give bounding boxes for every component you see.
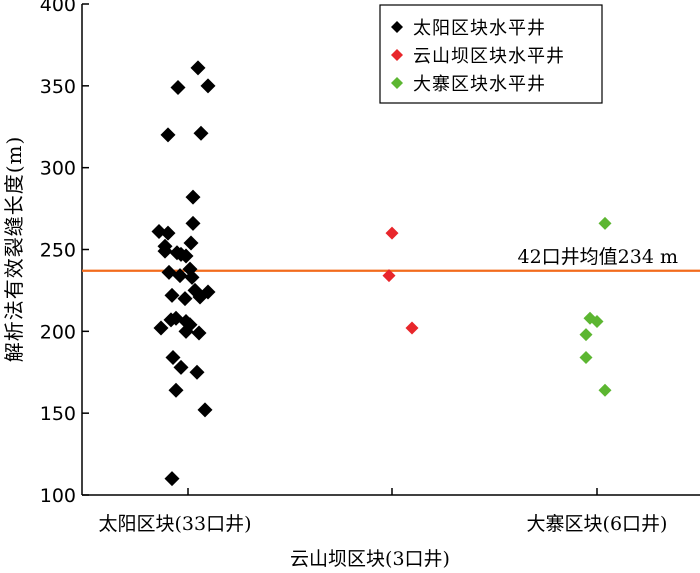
legend-box [379,4,603,104]
legend-label: 太阳区块水平井 [413,18,546,39]
data-point [172,268,188,284]
data-point [191,325,207,341]
data-point [178,323,194,339]
data-point [164,287,180,303]
data-point [185,189,201,205]
data-point [164,471,180,487]
x-category-label: 大寨区块(6口井) [527,513,668,535]
data-point [160,127,176,143]
y-axis-title: 解析法有效裂缝长度(m) [2,136,26,363]
y-tick-label: 250 [40,240,76,262]
data-point [170,79,186,95]
data-point [200,78,216,94]
data-point [185,215,201,231]
x-category-label: 太阳区块(33口井) [98,513,251,535]
data-point [579,351,593,365]
data-point [382,269,396,283]
data-point [192,289,208,305]
legend-label: 大寨区块水平井 [413,74,546,95]
data-point [157,243,173,259]
mean-reference-label: 42口井均值234 m [518,246,679,268]
data-point [598,383,612,397]
data-point [590,315,604,329]
legend-marker [391,49,403,61]
y-tick-label: 150 [40,403,76,425]
data-point [173,359,189,375]
y-tick-label: 100 [40,485,76,507]
data-point [161,264,177,280]
legend-marker [391,21,403,33]
data-point [385,226,399,240]
data-point [178,248,194,264]
data-point [163,312,179,328]
x-category-label: 云山坝区块(3口井) [290,548,450,570]
data-point [189,364,205,380]
legend-marker [391,77,403,89]
data-point [190,60,206,76]
legend-label: 云山坝区块水平井 [413,46,565,67]
y-tick-label: 350 [40,76,76,98]
data-point [579,328,593,342]
data-point [193,125,209,141]
data-point [177,291,193,307]
data-point [183,235,199,251]
data-point [598,216,612,230]
y-tick-label: 300 [40,158,76,180]
data-point [184,269,200,285]
y-tick-label: 200 [40,321,76,343]
data-point [165,350,181,366]
data-point [405,321,419,335]
data-point [168,382,184,398]
data-point [153,320,169,336]
data-point [160,225,176,241]
data-point [197,402,213,418]
y-tick-label: 400 [40,0,76,16]
